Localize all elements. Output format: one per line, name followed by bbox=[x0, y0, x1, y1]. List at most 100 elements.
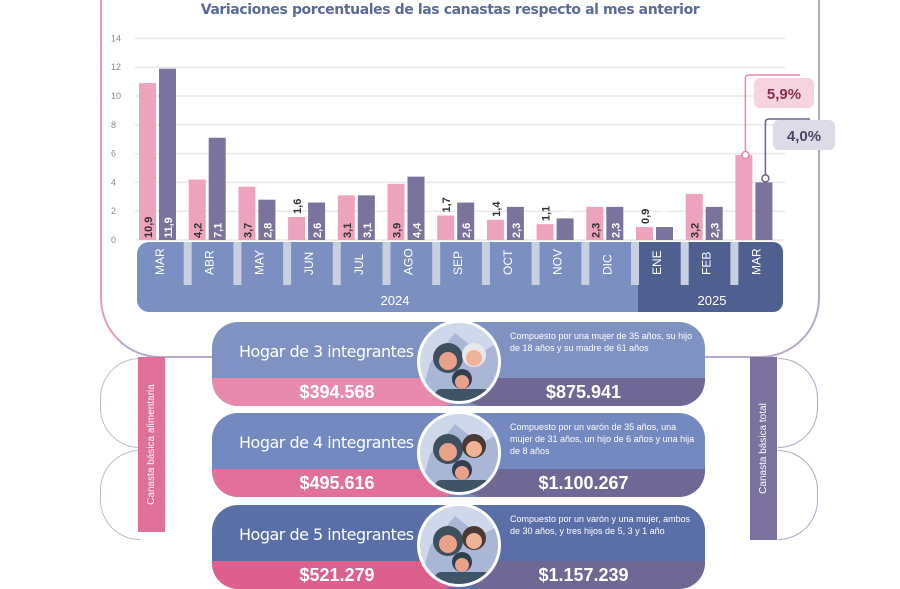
household-description: Compuesto por un varón y una mujer, ambo… bbox=[510, 514, 691, 536]
bar-cba bbox=[685, 193, 703, 240]
cbt-value: $875.941 bbox=[462, 378, 705, 406]
month-separator bbox=[432, 242, 441, 285]
bar-cba bbox=[486, 219, 504, 240]
month-separator bbox=[233, 242, 242, 285]
month-separator bbox=[631, 242, 639, 285]
bar-cbt bbox=[656, 227, 673, 240]
bar-cba bbox=[437, 215, 455, 240]
month-label: JUL bbox=[352, 253, 366, 275]
month-separator bbox=[283, 242, 292, 285]
year-band-2024 bbox=[137, 242, 783, 312]
data-label: 7,1 bbox=[213, 223, 225, 238]
y-tick-label: 10 bbox=[111, 91, 121, 101]
month-separator bbox=[730, 242, 739, 285]
data-label: 4,4 bbox=[412, 222, 424, 238]
data-label: 1,7 bbox=[441, 197, 453, 212]
cba-value: $394.568 bbox=[212, 378, 462, 406]
month-label: JUN bbox=[302, 252, 316, 275]
household-title: Hogar de 4 integrantes bbox=[239, 433, 414, 452]
data-label: 1,6 bbox=[292, 199, 304, 214]
data-label: 1,4 bbox=[491, 201, 503, 217]
data-label: 4,2 bbox=[193, 223, 205, 238]
month-separator bbox=[183, 242, 192, 285]
household-title: Hogar de 3 integrantes bbox=[239, 342, 414, 361]
data-label: 2,8 bbox=[262, 223, 274, 238]
bar-cba bbox=[586, 206, 604, 240]
data-label: 3,1 bbox=[362, 223, 374, 238]
year-band-2025 bbox=[638, 242, 783, 312]
year-label: 2025 bbox=[698, 293, 727, 308]
month-label: MAR bbox=[153, 248, 167, 275]
month-separator bbox=[581, 242, 590, 285]
callout-cba: 5,9% bbox=[767, 86, 801, 103]
data-label: 2,6 bbox=[461, 223, 473, 238]
year-band-2025 bbox=[638, 242, 658, 312]
household-title: Hogar de 5 integrantes bbox=[239, 525, 414, 544]
bar-cbt bbox=[506, 206, 524, 240]
data-label: 10,9 bbox=[143, 217, 155, 238]
data-label: 0,9 bbox=[640, 209, 652, 224]
bar-cba bbox=[288, 216, 306, 240]
callout-dot bbox=[741, 150, 750, 160]
month-label: MAY bbox=[252, 250, 266, 275]
bar-cbt bbox=[556, 218, 574, 240]
month-separator bbox=[680, 242, 689, 285]
data-label: 2,3 bbox=[610, 223, 622, 238]
bar-cbt bbox=[457, 202, 475, 240]
month-label: AGO bbox=[402, 248, 416, 275]
callout-box bbox=[754, 78, 814, 108]
bar-cbt bbox=[159, 68, 176, 240]
data-label: 1,5 bbox=[561, 200, 573, 215]
bar-chart: 0 2 4 6 8 10 12 14 MAR 10,9 11,9 ABR 4,2 7,1 MAY 3,7 2,8… bbox=[111, 33, 835, 312]
bar-cbt bbox=[705, 206, 723, 240]
data-label: 2,3 bbox=[590, 223, 602, 238]
bar-cba bbox=[735, 155, 753, 240]
month-label: ABR bbox=[203, 250, 217, 275]
y-tick-label: 2 bbox=[111, 206, 116, 216]
bracket-line bbox=[100, 358, 140, 448]
month-label: NOV bbox=[551, 249, 565, 275]
side-label-cbt: Canasta básica total bbox=[750, 357, 777, 540]
cba-value: $495.616 bbox=[212, 469, 462, 497]
cbt-value: $1.100.267 bbox=[462, 469, 705, 497]
month-separator bbox=[332, 242, 341, 285]
household-description: Compuesto por un varón de 35 años, una m… bbox=[510, 422, 695, 456]
data-label: 3,1 bbox=[342, 223, 354, 238]
data-label: 3,7 bbox=[242, 223, 254, 238]
household-description: Compuesto por una mujer de 35 años, su h… bbox=[510, 331, 693, 353]
bar-cba bbox=[636, 227, 653, 240]
callout-line bbox=[764, 118, 810, 179]
month-label: DIC bbox=[600, 254, 614, 275]
bar-cbt bbox=[755, 182, 773, 240]
bar-cba bbox=[139, 83, 156, 240]
data-label: 1,1 bbox=[541, 206, 553, 221]
month-separator bbox=[531, 242, 540, 285]
month-label: ENE bbox=[650, 250, 664, 275]
data-label: 2,6 bbox=[312, 223, 324, 238]
bar-cbt bbox=[357, 195, 375, 240]
data-label: 2,3 bbox=[511, 223, 523, 238]
callout-box bbox=[773, 120, 835, 150]
y-tick-label: 14 bbox=[111, 33, 121, 43]
bar-cba bbox=[387, 183, 405, 240]
data-label: 11,9 bbox=[163, 217, 175, 238]
y-tick-label: 8 bbox=[111, 120, 116, 130]
data-label: 2,3 bbox=[710, 223, 722, 238]
bar-cbt bbox=[606, 206, 624, 240]
callout-dot bbox=[761, 174, 770, 183]
month-label: SEP bbox=[451, 251, 465, 275]
bar-cbt bbox=[208, 137, 226, 240]
side-label-text: Canasta básica alimentaria bbox=[146, 384, 157, 505]
month-label: MAR bbox=[749, 248, 763, 275]
bar-cba bbox=[238, 186, 256, 240]
side-label-text: Canasta básica total bbox=[758, 403, 769, 494]
callout-line bbox=[744, 74, 800, 156]
side-label-cba: Canasta básica alimentaria bbox=[138, 357, 165, 532]
y-tick-label: 12 bbox=[111, 62, 121, 72]
bracket-line bbox=[100, 450, 140, 540]
family-illustration-icon bbox=[417, 411, 501, 495]
y-tick-label: 4 bbox=[111, 177, 116, 187]
y-tick-label: 6 bbox=[111, 149, 116, 159]
bar-cba bbox=[188, 179, 206, 240]
month-label: OCT bbox=[501, 249, 515, 275]
